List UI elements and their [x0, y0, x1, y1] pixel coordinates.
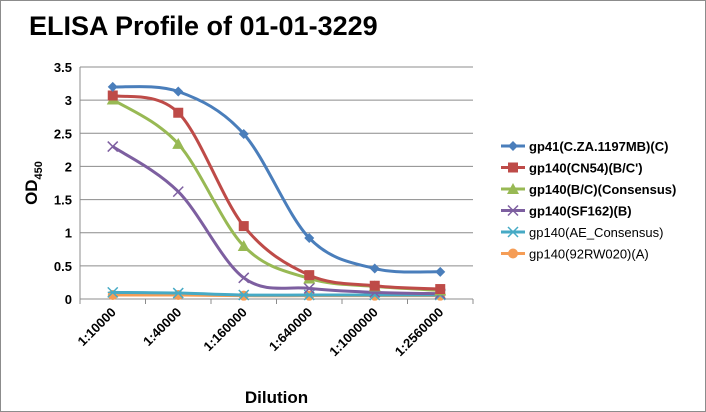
- y-tick-label: 1: [65, 226, 72, 241]
- data-point: [173, 107, 184, 118]
- y-tick-label: 2: [65, 159, 72, 174]
- chart-title: ELISA Profile of 01-01-3229: [29, 11, 378, 41]
- series-line: [111, 98, 441, 292]
- x-axis-title: Dilution: [245, 388, 308, 407]
- legend-item: gp140(B/C)(Consensus): [501, 182, 676, 197]
- data-point: [369, 280, 380, 291]
- data-point: [172, 186, 184, 198]
- legend-marker: [507, 226, 519, 238]
- data-point: [238, 289, 250, 301]
- series-line: [112, 290, 441, 297]
- data-point: [304, 233, 315, 244]
- legend-marker: [508, 248, 518, 259]
- data-point: [107, 90, 118, 101]
- x-tick-label: 1:1000000: [326, 305, 381, 360]
- legend-label: gp140(SF162)(B): [529, 204, 632, 219]
- legend-item: gp140(92RW020)(A): [501, 247, 649, 262]
- x-tick-label: 1:160000: [200, 305, 249, 354]
- legend-item: gp140(SF162)(B): [501, 204, 632, 219]
- y-tick-label: 3.5: [54, 60, 72, 75]
- series-3: [106, 93, 447, 296]
- data-point: [172, 137, 185, 149]
- y-tick-label: 1.5: [54, 193, 72, 208]
- data-point: [107, 286, 119, 298]
- data-point: [435, 284, 446, 295]
- data-point: [238, 221, 249, 232]
- data-point: [238, 128, 249, 139]
- x-tick-label: 1:40000: [140, 305, 184, 349]
- data-point: [238, 272, 250, 284]
- legend-item: gp140(CN54)(B/C'): [501, 161, 643, 176]
- y-tick-label: 0: [65, 292, 72, 307]
- data-point: [435, 266, 446, 277]
- legend-label: gp140(B/C)(Consensus): [529, 182, 676, 197]
- legend-marker: [508, 141, 518, 151]
- legend-marker: [508, 162, 518, 173]
- x-tick-label: 1:640000: [266, 305, 315, 354]
- y-tick-label: 2.5: [54, 126, 72, 141]
- data-point: [369, 263, 380, 274]
- y-tick-label: 0.5: [54, 259, 72, 274]
- x-tick-label: 1:2560000: [392, 305, 447, 360]
- series-4: [107, 141, 446, 300]
- legend-label: gp140(CN54)(B/C'): [529, 161, 643, 176]
- legend-label: gp41(C.ZA.1197MB)(C): [529, 139, 668, 154]
- legend-item: gp41(C.ZA.1197MB)(C): [501, 139, 668, 154]
- series-1: [107, 81, 446, 277]
- data-point: [172, 287, 184, 299]
- data-point: [173, 86, 184, 97]
- data-point: [304, 270, 315, 281]
- legend-marker: [507, 204, 519, 217]
- data-point: [107, 81, 118, 92]
- data-point: [107, 141, 119, 153]
- y-tick-label: 3: [65, 93, 72, 108]
- data-point: [237, 239, 250, 251]
- series-line: [112, 94, 441, 291]
- legend-item: gp140(AE_Consensus): [501, 225, 663, 240]
- legend-label: gp140(92RW020)(A): [529, 247, 649, 262]
- series-2: [107, 90, 446, 295]
- x-tick-label: 1:10000: [75, 305, 119, 349]
- y-axis-title: OD450: [22, 161, 45, 205]
- legend-marker: [507, 183, 519, 194]
- legend-label: gp140(AE_Consensus): [529, 225, 663, 240]
- data-point: [303, 282, 315, 294]
